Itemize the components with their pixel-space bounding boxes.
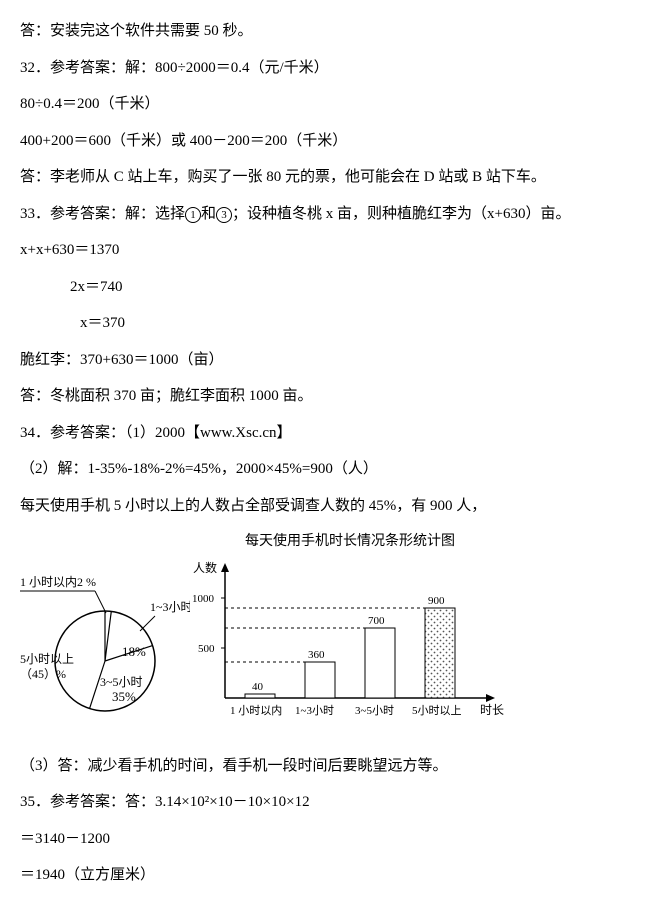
pie-label-3to5: 3~5小时 (100, 675, 143, 689)
calc-line: 脆红李：370+630＝1000（亩） (20, 349, 645, 372)
bar-y-label: 人数 (193, 560, 217, 575)
charts-container: 1 小时以内2 % 1~3小时 18% 3~5小时 35% 5小时以上 （45）… (20, 531, 645, 741)
question-32-solution: 32．参考答案：解：800÷2000＝0.4（元/千米） (20, 57, 645, 80)
bar-rect (305, 662, 335, 698)
question-35-solution: 35．参考答案：答：3.14×10²×10－10×10×12 (20, 791, 645, 814)
answer-text: 答：冬桃面积 370 亩；脆红李面积 1000 亩。 (20, 385, 645, 408)
bar-chart: 每天使用手机时长情况条形统计图 人数 时长 1000 500 (190, 531, 510, 741)
pie-chart: 1 小时以内2 % 1~3小时 18% 3~5小时 35% 5小时以上 （45）… (20, 561, 190, 731)
circled-number-icon: 1 (185, 207, 201, 223)
bar-ytick: 1000 (192, 593, 215, 605)
pie-label-over5-line1: 5小时以上 (20, 652, 74, 666)
question-34-solution: 34．参考答案：（1）2000【www.Xsc.cn】 (20, 422, 645, 445)
calc-line: （2）解：1-35%-18%-2%=45%，2000×45%=900（人） (20, 458, 645, 481)
bar-rect-highlight (425, 608, 455, 698)
pie-label-3to5pct: 35% (112, 689, 136, 704)
bar-rect (245, 694, 275, 698)
pie-label-within1h: 1 小时以内2 % (20, 575, 96, 589)
question-33-solution: 33．参考答案：解：选择1和3；设种植冬桃 x 亩，则种植脆红李为（x+630）… (20, 203, 645, 226)
calc-line: ＝3140－1200 (20, 828, 645, 851)
text-fragment: 33．参考答案：解：选择 (20, 206, 185, 222)
answer-text: 答：李老师从 C 站上车，购买了一张 80 元的票，他可能会在 D 站或 B 站… (20, 166, 645, 189)
bar-ytick: 500 (198, 643, 215, 655)
answer-text: 每天使用手机 5 小时以上的人数占全部受调查人数的 45%，有 900 人， (20, 495, 645, 518)
text-fragment: ；设种植冬桃 x 亩，则种植脆红李为（x+630）亩。 (232, 206, 570, 222)
bar-rect (365, 628, 395, 698)
text-fragment: 和 (201, 206, 216, 222)
bar-x-label: 时长 (480, 703, 504, 717)
bar-value: 360 (308, 649, 325, 661)
bar-xcat: 1~3小时 (295, 704, 334, 717)
calc-line: 80÷0.4＝200（千米） (20, 93, 645, 116)
circled-number-icon: 3 (216, 207, 232, 223)
calc-line: x＝370 (80, 312, 645, 335)
bar-chart-title: 每天使用手机时长情况条形统计图 (190, 531, 510, 552)
pie-label-1to3pct: 18% (122, 644, 146, 659)
bar-value: 900 (428, 595, 445, 607)
calc-line: 400+200＝600（千米）或 400－200＝200（千米） (20, 130, 645, 153)
calc-line: 2x＝740 (70, 276, 645, 299)
calc-line: x+x+630＝1370 (20, 239, 645, 262)
bar-xcat: 5小时以上 (412, 704, 462, 717)
bar-value: 40 (252, 681, 264, 693)
arrow-up-icon (221, 563, 229, 572)
bar-xcat: 1 小时以内 (230, 703, 282, 717)
answer-text: （3）答：减少看手机的时间，看手机一段时间后要眺望远方等。 (20, 755, 645, 778)
calc-line: ＝1940（立方厘米） (20, 864, 645, 887)
answer-text: 答：安装完这个软件共需要 50 秒。 (20, 20, 645, 43)
bar-xcat: 3~5小时 (355, 704, 394, 717)
bar-value: 700 (368, 615, 385, 627)
pie-label-1to3: 1~3小时 (150, 600, 190, 614)
pie-label-over5-line2: （45）% (20, 667, 66, 681)
arrow-right-icon (486, 694, 495, 702)
